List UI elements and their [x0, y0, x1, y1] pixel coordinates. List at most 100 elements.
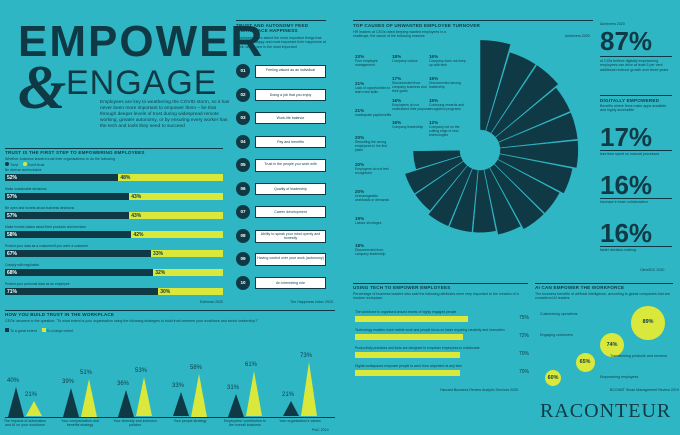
build-baseline: [5, 417, 335, 418]
ranked-item: 02 Doing a job that you enjoy: [236, 86, 326, 106]
stat-16a-rule: [600, 198, 672, 199]
dont-trust-bar-label: 43%: [131, 212, 142, 219]
dont-trust-bar-label: 43%: [131, 193, 142, 200]
turnover-segment: [498, 112, 579, 149]
ai-benefit-label: Engaging customers: [540, 333, 573, 337]
ai-value-circle: 89%: [631, 306, 665, 340]
dont-trust-bar-label: 32%: [155, 269, 166, 276]
turnover-label: 20% Recruiting the wrong employees in the…: [355, 135, 393, 152]
ai-value-circle: 65%: [575, 352, 595, 372]
ai-benefit-label: Customising operations: [540, 312, 578, 316]
trust-bar-label: 52%: [7, 174, 18, 181]
build-value-large: 21%: [25, 392, 38, 399]
turnover-source: Achievers 2020: [565, 34, 590, 38]
trust-row: Comply with regulation 68% 32%: [5, 263, 223, 283]
turnover-segment: [493, 159, 561, 214]
ranked-label: Feeling valued as an individual: [255, 65, 326, 78]
ranked-rule: [236, 20, 326, 21]
build-triangle-large: [301, 362, 317, 417]
turnover-value: 21%: [355, 81, 365, 86]
build-heading: HOW YOU BUILD TRUST IN THE WORKPLACE: [5, 312, 115, 317]
stat-16a-value: 16%: [600, 170, 653, 200]
turnover-value: 18%: [355, 243, 365, 248]
legend-swatch-great: [5, 328, 9, 332]
turnover-label: 12% Company not on the cutting edge of ne…: [429, 120, 467, 137]
title-engage: ENGAGE: [66, 64, 218, 102]
build-value-great: 36%: [117, 381, 130, 387]
title-empower: EMPOWER: [18, 17, 265, 66]
ranked-item: 01 Feeling valued as an individual: [236, 62, 326, 82]
ranked-item: 08 Ability to speak your mind openly and …: [236, 227, 326, 247]
turnover-value: 20%: [355, 162, 365, 167]
turnover-value: 21%: [355, 108, 365, 113]
build-value-large: 73%: [300, 353, 313, 360]
trust-bar-label: 71%: [7, 288, 18, 295]
build-triangle-great: [228, 393, 244, 417]
stats-heading: DIGITALLY EMPOWERED: [600, 98, 660, 103]
turnover-value: 23%: [355, 54, 365, 59]
build-triangle-great: [63, 387, 79, 417]
build-value-great: 40%: [7, 378, 20, 384]
dont-trust-bar: 30%: [158, 288, 223, 295]
trust-row-label: Protect your personal data as an employe…: [5, 282, 70, 286]
build-triangle-large: [246, 371, 262, 417]
trust-bar: 58%: [5, 231, 132, 238]
trust-row-label: Make honest claims about their products …: [5, 225, 86, 229]
trust-rule: [5, 148, 223, 149]
turnover-segment: [485, 51, 537, 134]
stat-87-value: 87%: [600, 26, 653, 56]
turnover-segment: [490, 64, 559, 138]
build-value-great: 21%: [282, 392, 295, 399]
ranked-item: 10 An interesting role: [236, 274, 326, 294]
build-triangle-great: [283, 401, 299, 417]
turnover-value: 17%: [392, 76, 402, 81]
trust-row-label: Protect your data as a customer/if you w…: [5, 244, 89, 248]
turnover-value: 16%: [429, 54, 439, 59]
tech-bar: [355, 370, 460, 376]
turnover-category: Recruiting the wrong employees in the fi…: [355, 140, 388, 152]
tech-label: Technology enables more mobile work and …: [355, 328, 505, 332]
tech-value: 75%: [518, 315, 529, 321]
trust-row-label: Be open and honest about business decisi…: [5, 206, 75, 210]
turnover-segment: [414, 160, 468, 212]
ranked-label: Doing a job that you enjoy: [255, 88, 326, 101]
trust-bar-label: 67%: [7, 250, 18, 257]
turnover-label: 16% Company does not keep up with tech: [429, 54, 467, 67]
build-category-label: Your diversity and inclusion policies: [113, 419, 157, 428]
turnover-segment: [499, 140, 579, 169]
trust-row: Be diverse and inclusive 52% 48%: [5, 168, 223, 188]
stats-rule: [600, 95, 672, 96]
tech-row: The workforce is organised around teams …: [355, 310, 529, 324]
turnover-label: 21% Inadequate pay/benefits: [355, 108, 393, 117]
turnover-label: 15% Confusing rewards and recognition pro…: [429, 98, 467, 111]
turnover-category: Company does not keep up with tech: [429, 59, 466, 67]
turnover-category: Company leadership: [392, 125, 424, 129]
ranked-label: Having control over your work (autonomy): [255, 253, 326, 266]
turnover-value: 16%: [392, 98, 402, 103]
ranked-number: 07: [236, 205, 250, 219]
build-value-great: 39%: [62, 378, 75, 385]
dont-trust-bar: 48%: [118, 174, 223, 181]
build-triangle-great: [8, 387, 24, 417]
dont-trust-bar-label: 30%: [160, 288, 171, 295]
stat-17-value: 17%: [600, 122, 653, 152]
turnover-value: 20%: [355, 135, 365, 140]
turnover-segment: [483, 167, 522, 236]
ai-benefit-label: Empowering employees: [600, 375, 639, 379]
build-triangle-great: [118, 390, 134, 417]
ranked-number: 02: [236, 87, 250, 102]
build-rule: [5, 310, 335, 311]
ranked-label: Trust in the people you work with: [255, 159, 326, 172]
turnover-value: 16%: [392, 120, 402, 125]
trust-row: Protect your data as a customer/if you w…: [5, 244, 223, 264]
trust-heading: TRUST IS THE FIRST STEP TO EMPOWERING EM…: [5, 150, 145, 155]
ranked-number: 06: [236, 181, 250, 196]
turnover-segment: [479, 39, 512, 132]
ranked-item: 05 Trust in the people you work with: [236, 156, 326, 176]
dont-trust-bar-label: 42%: [133, 231, 144, 238]
turnover-segment: [412, 149, 462, 170]
turnover-value: 20%: [355, 189, 365, 194]
turnover-category: Inadequate pay/benefits: [355, 113, 392, 117]
build-triangle-large: [81, 378, 97, 417]
turnover-segment: [427, 165, 473, 227]
